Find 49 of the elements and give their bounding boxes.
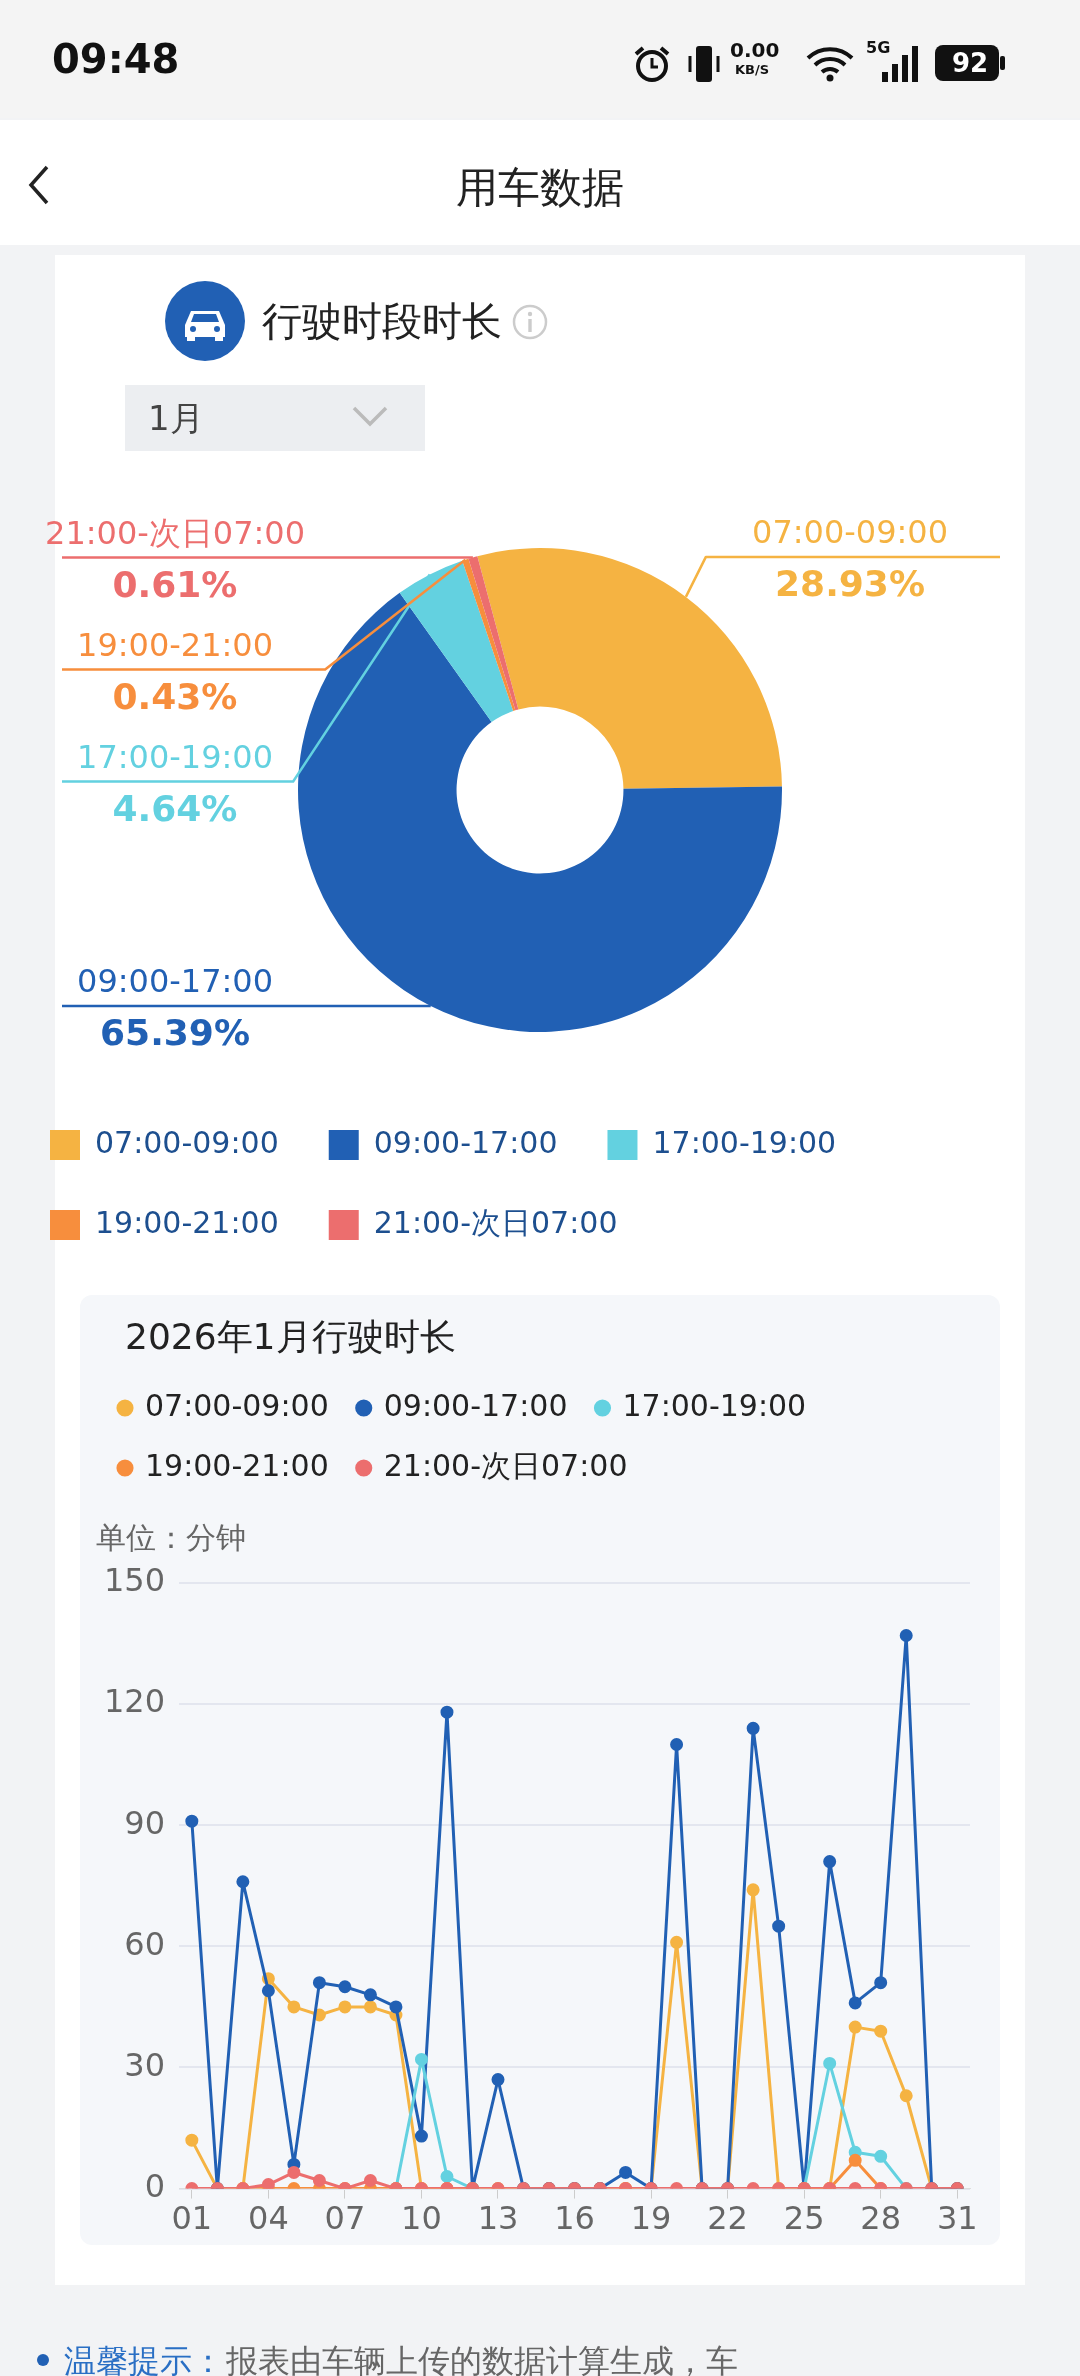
text: 用车数据 [455,162,625,214]
text: 1月 [148,397,204,440]
x-tick-label: 01 [171,2199,213,2238]
legend-label: 07:00-09:00 [95,1124,279,1160]
text: 09:48 [52,36,180,82]
slice-label: 07:00-09:00 [752,513,948,552]
x-tick-label: 28 [860,2199,902,2238]
x-tick-label: 10 [401,2199,442,2238]
legend-label: 19:00-21:00 [145,1447,329,1483]
text: 报表由车辆上传的数据计算生成，车 [226,2341,738,2376]
legend-label: 09:00-17:00 [383,1387,568,1423]
y-tick-label: 90 [124,1803,166,1842]
legend-label: 19:00-21:00 [95,1204,279,1240]
slice-label: 19:00-21:00 [77,625,273,664]
y-tick-label: 60 [124,1924,166,1963]
text: 温馨提示： [64,2341,224,2376]
x-tick-label: 19 [630,2199,672,2238]
x-tick-label: 07 [324,2199,366,2238]
legend-label: 17:00-19:00 [622,1387,807,1423]
legend-label: 21:00-次日07:00 [383,1447,628,1483]
y-axis-title: 单位：分钟 [96,1519,246,1555]
data-label: 0.61% [112,563,238,605]
y-tick-label: 0 [144,2166,166,2205]
legend-label: 07:00-09:00 [145,1387,329,1423]
text: 5G [866,38,891,57]
x-tick-label: 25 [783,2199,825,2238]
text: 0.00 [730,38,780,62]
legend-label: 09:00-17:00 [373,1124,558,1160]
x-tick-label: 31 [936,2199,978,2238]
chart-title: 行驶时段时长 [262,297,502,346]
slice-label: 17:00-19:00 [77,737,273,776]
slice-label: 21:00-次日07:00 [45,513,305,552]
slice-label: 09:00-17:00 [77,962,273,1001]
data-label: 4.64% [112,787,238,829]
x-tick-label: 22 [707,2199,748,2238]
text: KB/S [735,62,770,77]
y-tick-label: 30 [124,2045,166,2084]
data-label: 28.93% [775,563,925,605]
legend-label: 17:00-19:00 [652,1124,837,1160]
data-label: 65.39% [100,1012,250,1054]
text: 92 [950,48,990,78]
data-label: 0.43% [112,675,238,717]
legend-label: 21:00-次日07:00 [373,1204,618,1240]
x-tick-label: 16 [554,2199,595,2238]
x-tick-label: 04 [248,2199,289,2238]
y-tick-label: 120 [104,1682,166,1721]
y-tick-label: 150 [104,1561,166,1600]
chart-title: 2026年1月行驶时长 [125,1315,456,1359]
x-tick-label: 13 [477,2199,519,2238]
